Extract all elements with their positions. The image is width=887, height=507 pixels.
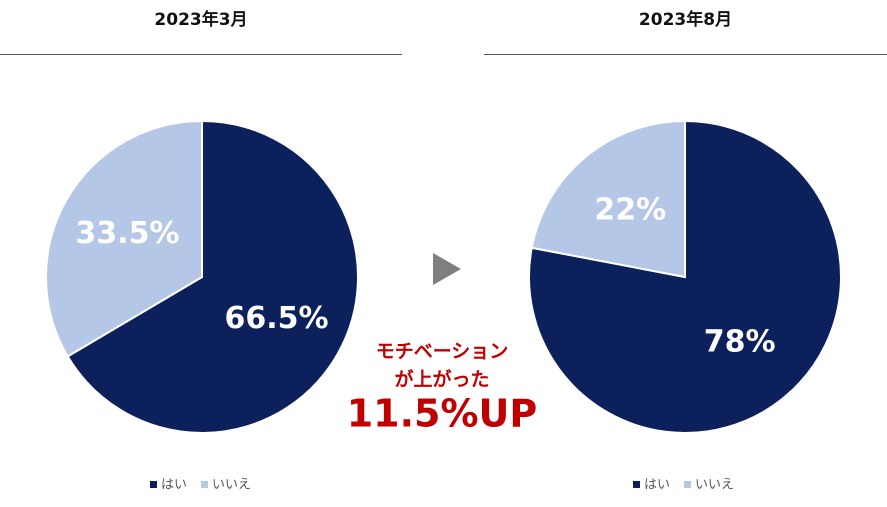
- pie-slice: [66, 119, 359, 434]
- data-label: 33.5%: [75, 216, 179, 251]
- pie-slice: [530, 119, 686, 279]
- chart-title: 2023年8月: [639, 9, 732, 30]
- legend-label: はい: [644, 478, 670, 493]
- legend-swatch: [684, 481, 692, 488]
- chart-title: 2023年3月: [154, 9, 247, 30]
- annotation-highlight: 11.5%UP: [347, 392, 538, 436]
- legend-label: いいえ: [695, 478, 734, 493]
- pie-slice: [45, 119, 203, 358]
- pie-slice: [528, 119, 842, 434]
- data-label: 78%: [704, 325, 776, 360]
- legend-swatch: [201, 481, 209, 488]
- legend-label: いいえ: [212, 478, 251, 493]
- data-label: 22%: [594, 192, 666, 227]
- annotation-line: が上がった: [394, 368, 489, 391]
- legend-label: はい: [161, 478, 187, 493]
- annotation-line: モチベーション: [376, 341, 509, 363]
- legend-swatch: [150, 481, 157, 488]
- data-label: 66.5%: [224, 301, 328, 336]
- arrow: [433, 253, 461, 285]
- legend-swatch: [633, 481, 640, 488]
